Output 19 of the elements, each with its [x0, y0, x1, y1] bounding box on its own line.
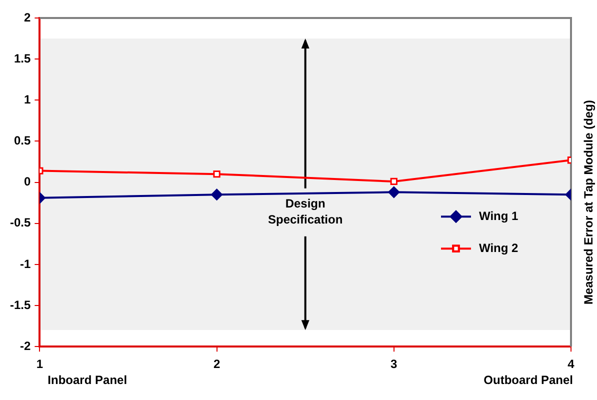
legend-label: Wing 1 — [479, 208, 519, 223]
x-tick-label: 2 — [213, 357, 220, 372]
y-tick-label: 1 — [24, 92, 31, 106]
y-tick-label: -1 — [20, 256, 31, 271]
y-tick-label: 1.5 — [14, 51, 31, 66]
x-tick-label: 4 — [568, 357, 575, 372]
y-axis-title: Measured Error at Tap Module (deg) — [581, 100, 596, 305]
x-tick-label: 3 — [390, 357, 398, 372]
y-tick-label: 2 — [24, 10, 31, 24]
y-tick-label: 0 — [24, 174, 31, 189]
legend-label: Wing 2 — [479, 240, 519, 255]
y-tick-label: -1.5 — [10, 298, 31, 312]
band-label: Design Specification — [268, 196, 343, 227]
text: Outboard Panel — [484, 372, 573, 387]
x-tick-label: 1 — [36, 357, 44, 372]
y-tick-label: 0.5 — [14, 134, 31, 148]
y-tick-label: -2 — [20, 338, 31, 353]
y-tick-label: -0.5 — [10, 216, 31, 230]
text: Inboard Panel — [48, 372, 128, 387]
